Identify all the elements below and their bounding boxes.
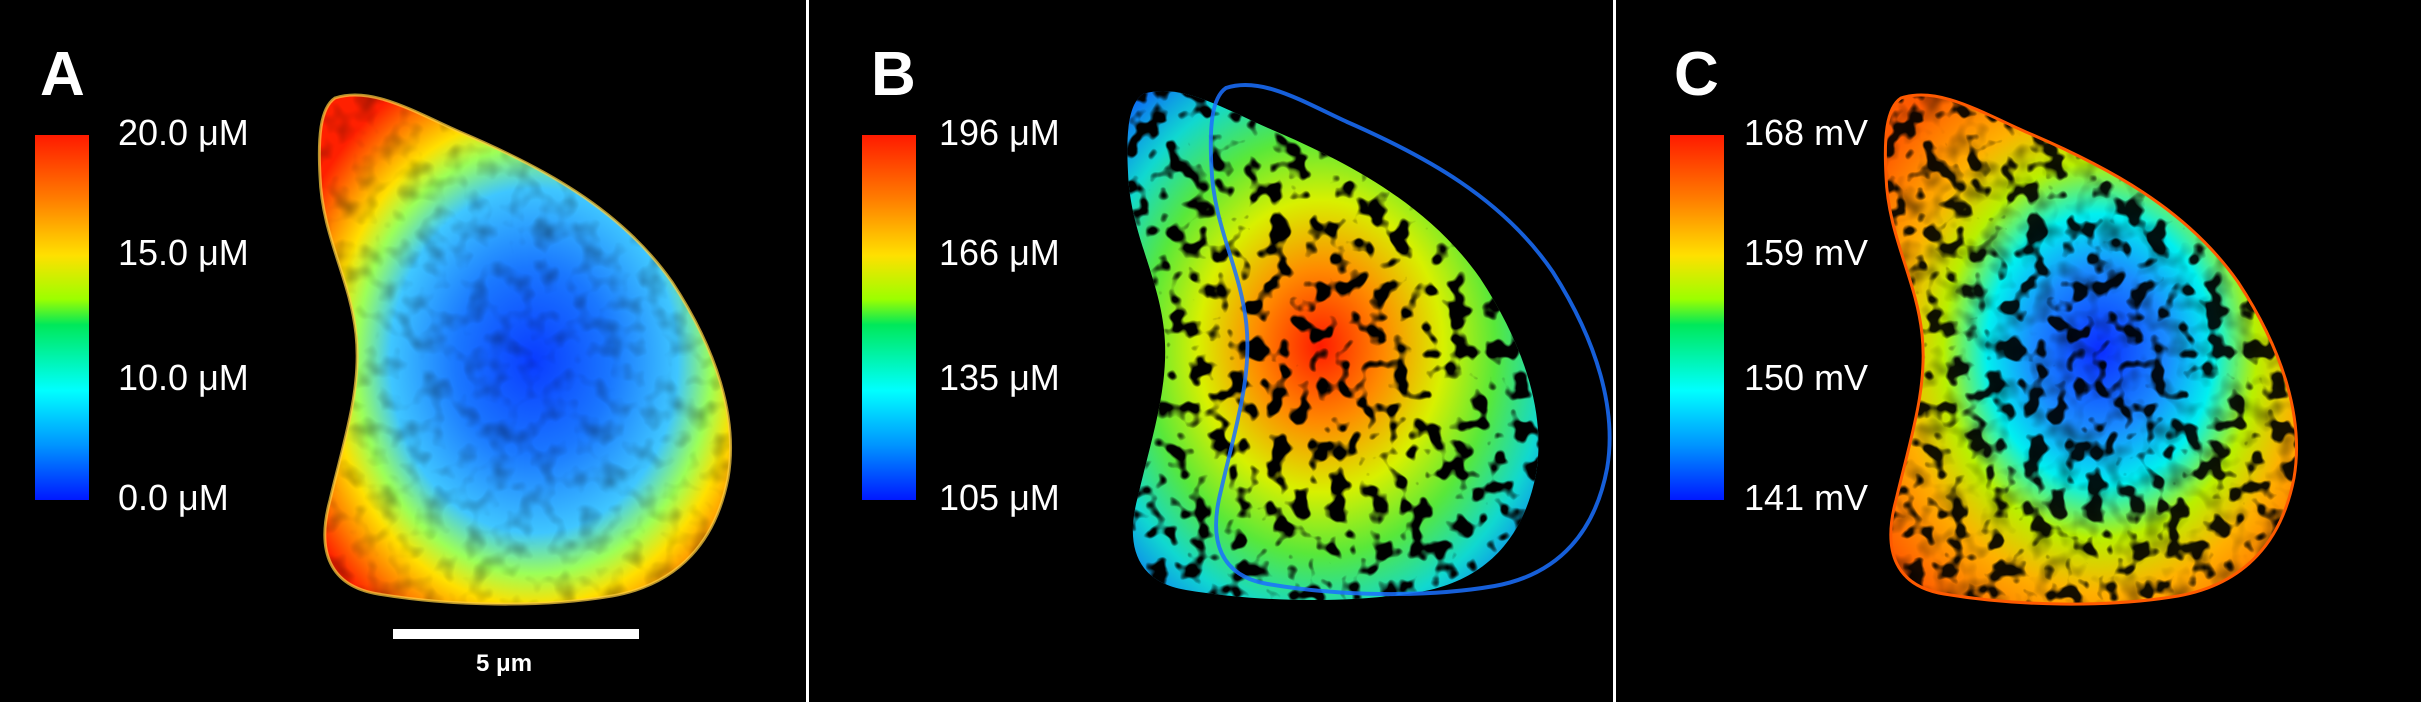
colorbar-tick: 105 μM (939, 477, 1060, 518)
scale-bar-label: 5 μm (476, 650, 533, 677)
colorbar-tick: 135 μM (939, 357, 1060, 398)
potential-map-image (1883, 93, 2298, 606)
colorbar-tick: 159 mV (1744, 232, 1869, 273)
colorbar-tick: 196 μM (939, 112, 1060, 153)
colorbar-tick: 15.0 μM (118, 232, 249, 273)
colorbar-tick: 168 mV (1744, 112, 1869, 153)
colorbar-tick: 0.0 μM (118, 477, 229, 518)
concentration-map-image (317, 93, 732, 606)
colorbar (862, 135, 916, 500)
colorbar (35, 135, 89, 500)
colorbar-tick: 20.0 μM (118, 112, 249, 153)
panel-label: C (1674, 40, 1719, 109)
colorbar-tick: 150 mV (1744, 357, 1869, 398)
panel-divider (1613, 0, 1616, 702)
colorbar-tick: 10.0 μM (118, 357, 249, 398)
panel-c: C 168 mV 159 mV 150 mV 141 mV (1616, 0, 2421, 702)
panel-divider (806, 0, 809, 702)
panel-label: B (871, 40, 916, 109)
colorbar (1670, 135, 1724, 500)
panel-b: B 196 μM 166 μM 135 μM 105 μM (809, 0, 1613, 702)
colorbar-tick: 166 μM (939, 232, 1060, 273)
concentration-map-image (1127, 82, 1612, 601)
colorbar-tick: 141 mV (1744, 477, 1869, 518)
panel-a: A 20.0 μM 15.0 μM 10.0 μM 0.0 μM 5 μm (0, 0, 806, 702)
scale-bar (393, 629, 639, 639)
panel-label: A (40, 40, 85, 109)
